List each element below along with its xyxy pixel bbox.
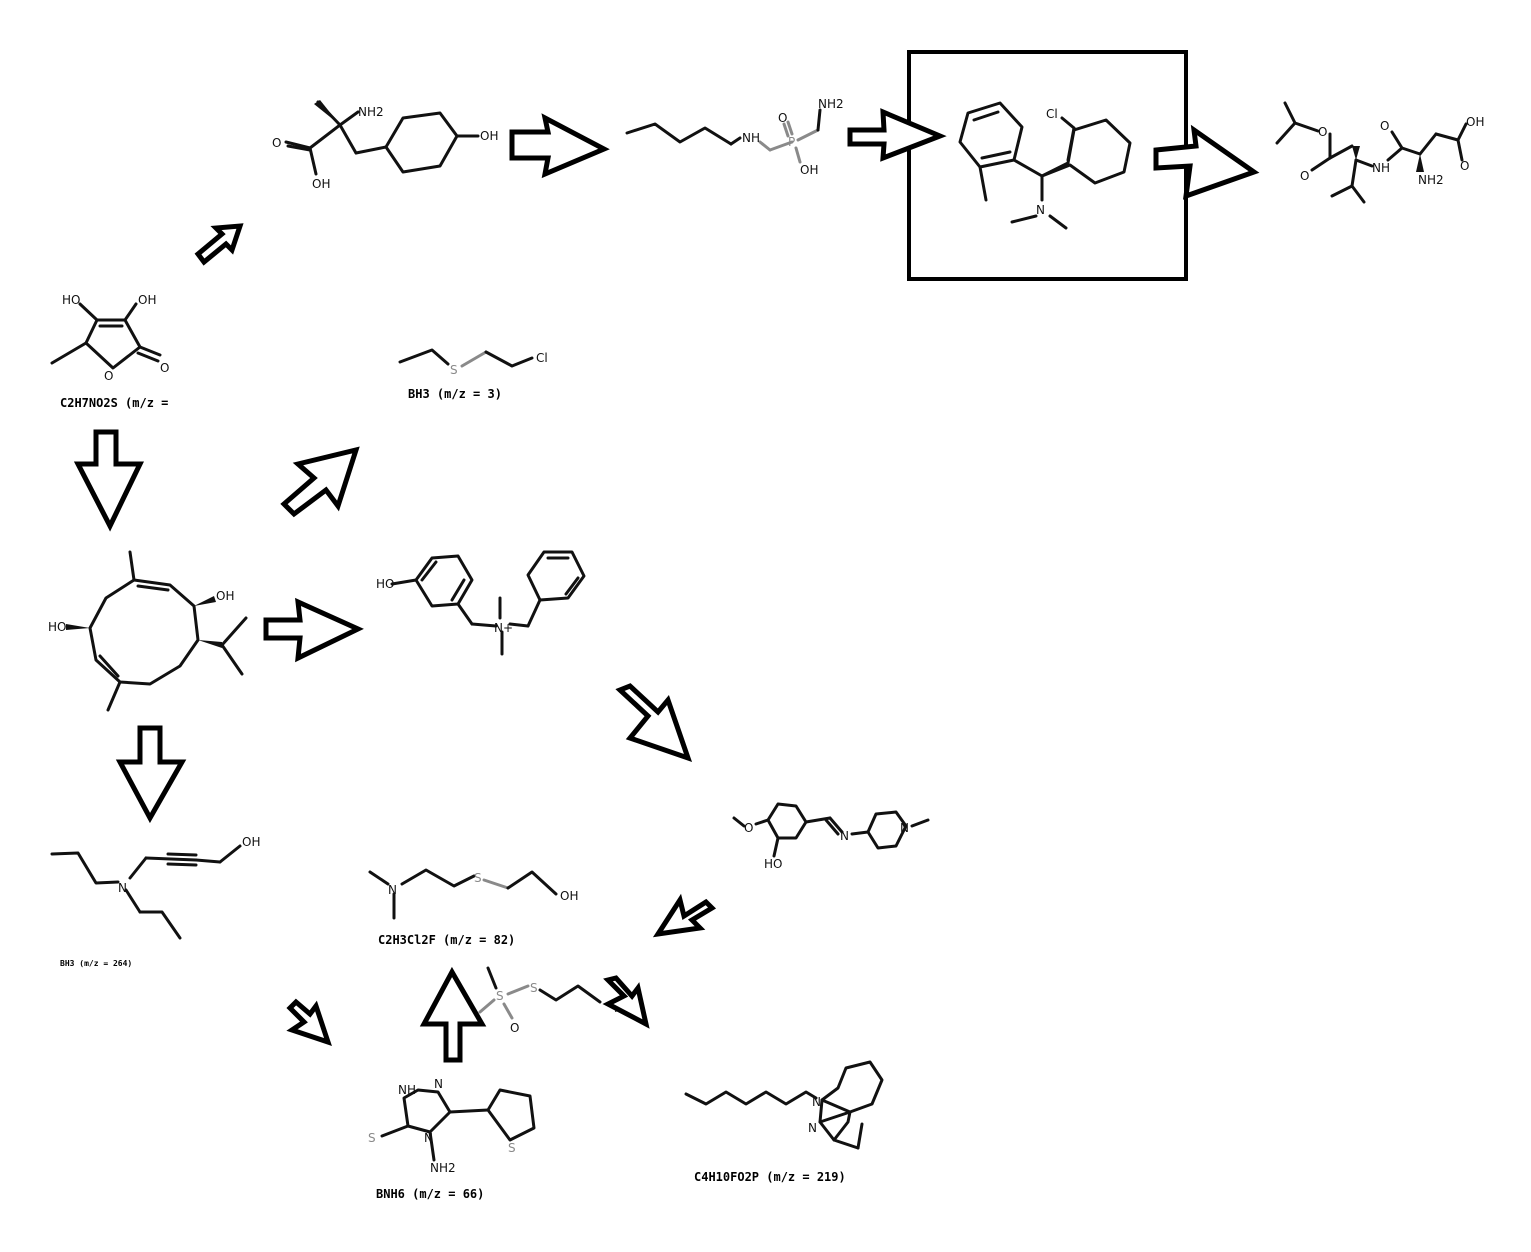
atom-ho: HO — [48, 620, 66, 634]
arrow-right — [263, 597, 364, 663]
atom-n: N — [812, 1095, 821, 1109]
caption-hydroxyfuranone: C2H7NO2S (m/z = — [60, 396, 168, 410]
atom-s: S — [368, 1131, 376, 1145]
atom-s: S — [474, 871, 482, 885]
atom-o: O — [1460, 159, 1469, 173]
arrow-down-right — [602, 975, 650, 1029]
molecule-diarylmethylamine: Cl N — [958, 101, 1132, 230]
molecule-chloroethylsulfide: S Cl BH3 (m/z = 3) — [398, 348, 548, 401]
atom-oh: OH — [138, 293, 156, 307]
atom-oh: OH — [1466, 115, 1484, 129]
atom-n: N — [840, 829, 849, 843]
atom-o: O — [1380, 119, 1389, 133]
arrow-up-right — [194, 223, 244, 266]
atom-o: O — [160, 361, 169, 375]
atom-nh2: NH2 — [430, 1161, 456, 1175]
arrow-down-right — [286, 998, 332, 1046]
atom-o: O — [1300, 169, 1309, 183]
caption-chloroethylsulfide: BH3 (m/z = 3) — [408, 387, 502, 401]
atom-oh: OH — [312, 177, 330, 191]
atom-s: S — [450, 363, 458, 377]
atom-n: N — [434, 1077, 443, 1091]
caption-heptylbenzimidazole: C4H10FO2P (m/z = 219) — [694, 1170, 846, 1184]
atom-n: N — [424, 1131, 433, 1145]
atom-oh: OH — [800, 163, 818, 177]
caption-dimethylaminothioethanol: C2H3Cl2F (m/z = 82) — [378, 933, 515, 947]
molecule-dimethylaminothioethanol: N S OH C2H3Cl2F (m/z = 82) — [368, 868, 578, 947]
atom-cl: Cl — [1046, 107, 1058, 121]
atom-o: O — [272, 136, 281, 150]
atom-s: S — [530, 981, 538, 995]
caption-triazolethione: BNH6 (m/z = 66) — [376, 1187, 484, 1201]
atom-n: N — [808, 1121, 817, 1135]
atom-oh: OH — [216, 589, 234, 603]
molecule-benzylammonium: HO N+ — [376, 550, 586, 656]
atom-n: N — [1036, 203, 1045, 217]
molecule-heptylbenzimidazole: N N C4H10FO2P (m/z = 219) — [684, 1060, 884, 1184]
atom-o: O — [510, 1021, 519, 1035]
molecule-ester-peptide: O O NH O NH2 OH O — [1275, 101, 1484, 204]
atom-o: O — [104, 369, 113, 383]
arrow-right — [509, 113, 610, 179]
arrow-down — [73, 429, 144, 532]
atom-p: P — [788, 135, 795, 149]
arrow-down-right — [615, 683, 693, 763]
arrow-down-left — [652, 893, 717, 938]
atom-n: N — [118, 881, 127, 895]
molecule-aminobutynol: N OH BH3 (m/z = 264) — [50, 835, 260, 968]
atom-ho: HO — [764, 857, 782, 871]
atom-hn: NH — [398, 1083, 416, 1097]
molecule-methyltyrosine: NH2 O OH OH — [272, 100, 498, 191]
arrow-right — [847, 108, 947, 162]
atom-oh: OH — [560, 889, 578, 903]
arrow-up — [419, 966, 487, 1063]
atom-nh2: NH2 — [818, 97, 844, 111]
atom-nh: NH — [1372, 161, 1390, 175]
arrow-up-right — [280, 446, 360, 518]
atom-nplus: N+ — [494, 621, 513, 635]
caption-aminobutynol: BH3 (m/z = 264) — [60, 959, 132, 968]
atom-cl: Cl — [536, 351, 548, 365]
atom-s: S — [508, 1141, 516, 1155]
molecule-cyclodecadiene: OH HO — [48, 550, 248, 712]
atom-o: O — [778, 111, 787, 125]
atom-s: S — [496, 989, 504, 1003]
atom-o: O — [744, 821, 753, 835]
molecule-phosphinic-acid: NH P O OH NH2 — [625, 97, 844, 177]
atom-oh: OH — [480, 129, 498, 143]
atom-nh2: NH2 — [358, 105, 384, 119]
molecule-hydroxyfuranone: HO OH O O C2H7NO2S (m/z = — [50, 293, 169, 410]
arrow-down — [115, 725, 187, 824]
arrows — [73, 108, 1260, 1063]
atom-n: N — [900, 821, 909, 835]
highlight-box — [907, 50, 1188, 281]
atom-nh: NH — [742, 131, 760, 145]
atom-oh: OH — [242, 835, 260, 849]
atom-o: O — [1318, 125, 1327, 139]
molecule-piperazinyl-imine: O HO N N — [732, 802, 930, 871]
atom-nh2: NH2 — [1418, 173, 1444, 187]
molecule-triazolethione: NH N N S NH2 S BNH6 (m/z = 66) — [368, 1077, 536, 1201]
arrow-right — [1153, 124, 1260, 200]
atom-ho: HO — [62, 293, 80, 307]
atom-n: N — [388, 883, 397, 897]
atom-ho: HO — [376, 577, 394, 591]
